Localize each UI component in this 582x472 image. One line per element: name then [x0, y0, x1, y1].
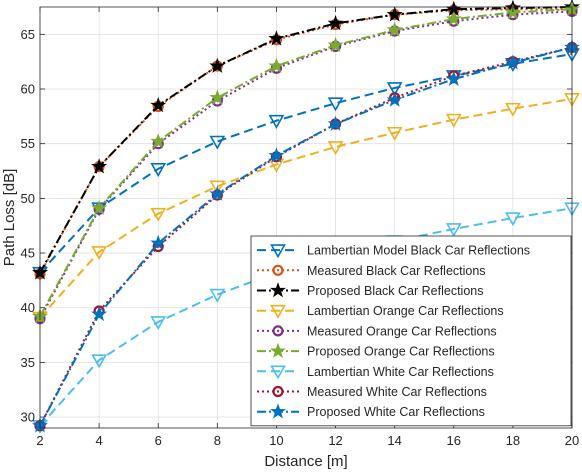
data-point [150, 163, 167, 177]
legend-label: Measured Orange Car Reflections [307, 324, 497, 338]
legend-label: Lambertian Orange Car Reflections [307, 304, 504, 318]
data-point [327, 141, 344, 156]
data-point [386, 6, 403, 22]
legend-label: Lambertian White Car Reflections [307, 365, 494, 379]
x-tick-label: 10 [269, 433, 283, 448]
legend-item: Lambertian Orange Car Reflections [257, 304, 504, 319]
data-point [91, 305, 108, 322]
x-tick-label: 12 [328, 433, 342, 448]
x-tick-label: 4 [95, 433, 102, 448]
data-point [445, 223, 462, 238]
data-point [91, 158, 108, 174]
series-line [39, 10, 573, 320]
data-point [386, 82, 403, 97]
x-tick-label: 14 [387, 433, 401, 448]
legend-box [250, 235, 572, 427]
data-point [209, 185, 226, 201]
data-point [209, 180, 226, 195]
data-point [505, 102, 521, 117]
y-tick-label: 55 [21, 136, 35, 151]
data-point [386, 21, 403, 37]
legend-marker [270, 403, 286, 419]
data-point [268, 57, 285, 73]
data-point [268, 114, 285, 129]
series-line [39, 46, 573, 427]
x-tick-label: 16 [447, 433, 461, 448]
data-point [327, 36, 344, 53]
data-point [327, 115, 344, 131]
legend-label: Lambertian Model Black Car Reflections [307, 244, 530, 258]
legend-item: Lambertian Model Black Car Reflections [257, 244, 530, 259]
x-tick-label: 8 [214, 433, 221, 448]
y-tick-label: 30 [21, 410, 35, 425]
y-tick-label: 50 [21, 191, 35, 206]
data-point [209, 57, 226, 73]
data-point [386, 91, 403, 107]
legend-marker [270, 342, 286, 358]
data-point [327, 97, 344, 112]
series-layer [32, 0, 580, 434]
y-tick-label: 45 [21, 246, 35, 261]
legend-item: Proposed Black Car Reflections [257, 282, 483, 298]
data-point [504, 54, 521, 70]
legend-marker [272, 264, 284, 276]
x-axis-label: Distance [m] [264, 453, 347, 470]
legend-item: Measured Orange Car Reflections [257, 324, 497, 338]
data-point [91, 246, 107, 261]
legend-marker [270, 244, 286, 259]
data-point [150, 97, 167, 113]
data-point [445, 113, 462, 128]
data-point [386, 126, 403, 141]
legend-item: Measured White Car Reflections [257, 385, 487, 399]
legend: Lambertian Model Black Car Reflections Me… [250, 235, 572, 427]
y-tick-label: 40 [21, 300, 35, 315]
y-tick-label: 60 [21, 82, 35, 97]
data-point [150, 207, 167, 222]
legend-label: Proposed Black Car Reflections [307, 284, 483, 298]
data-point [445, 70, 462, 86]
series-line [39, 46, 573, 427]
legend-marker [272, 325, 284, 337]
x-tick-label: 18 [506, 433, 520, 448]
data-point [150, 316, 167, 331]
data-point [209, 135, 226, 150]
series-line [39, 8, 573, 317]
legend-marker [270, 365, 286, 380]
data-point [505, 212, 521, 227]
data-point [268, 147, 285, 163]
legend-label: Proposed White Car Reflections [307, 405, 485, 419]
data-point [91, 199, 108, 216]
data-point [209, 288, 226, 303]
y-tick-label: 65 [21, 27, 35, 42]
series-line [39, 6, 573, 274]
data-point [268, 30, 285, 46]
data-point [209, 89, 226, 105]
legend-item: Proposed Orange Car Reflections [257, 342, 495, 359]
legend-label: Measured White Car Reflections [307, 385, 487, 399]
x-tick-label: 2 [36, 433, 43, 448]
legend-marker [270, 304, 286, 319]
data-point [150, 133, 167, 149]
data-point [327, 14, 344, 31]
data-point [445, 10, 462, 26]
legend-item: Lambertian White Car Reflections [257, 365, 494, 380]
x-tick-label: 6 [155, 433, 162, 448]
legend-item: Proposed White Car Reflections [257, 403, 485, 419]
legend-marker [272, 385, 284, 398]
series-9 [32, 39, 580, 433]
legend-item: Measured Black Car Reflections [257, 264, 486, 278]
legend-marker [270, 282, 286, 298]
data-point [150, 234, 167, 251]
legend-label: Proposed Orange Car Reflections [307, 345, 495, 359]
legend-label: Measured Black Car Reflections [307, 264, 486, 278]
data-point [91, 354, 107, 369]
y-axis-label: Path Loss [dB] [1, 169, 18, 267]
x-tick-label: 20 [565, 433, 579, 448]
y-tick-label: 35 [21, 355, 35, 370]
data-point [268, 158, 285, 173]
plot-frame [39, 6, 573, 429]
